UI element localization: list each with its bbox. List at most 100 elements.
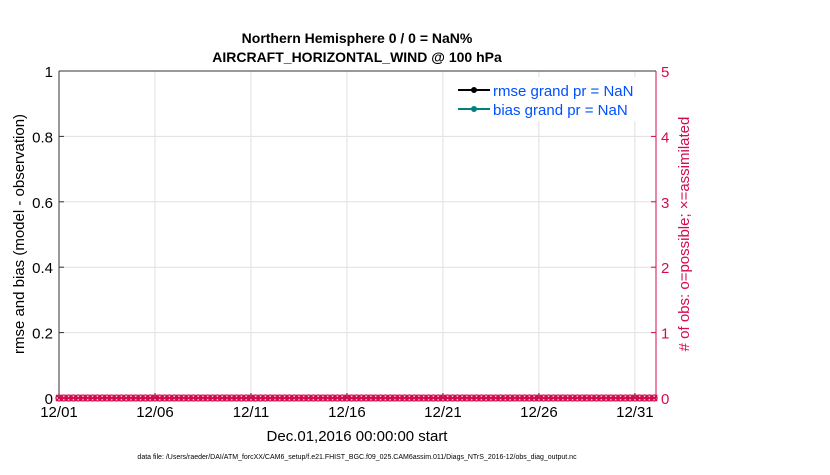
possible-obs-marker xyxy=(223,394,231,402)
possible-obs-marker xyxy=(79,394,87,402)
chart-title-line2: AIRCRAFT_HORIZONTAL_WIND @ 100 hPa xyxy=(212,49,502,65)
x-tick-label: 12/21 xyxy=(424,404,462,421)
possible-obs-marker xyxy=(324,394,332,402)
possible-obs-marker xyxy=(612,394,620,402)
possible-obs-marker xyxy=(242,394,250,402)
x-tick-label: 12/16 xyxy=(328,404,366,421)
possible-obs-marker xyxy=(352,394,361,402)
possible-obs-marker xyxy=(160,394,169,402)
possible-obs-marker xyxy=(458,394,466,402)
possible-obs-marker xyxy=(511,394,519,402)
y-tick-label: 0.4 xyxy=(32,260,53,277)
possible-obs-marker xyxy=(626,394,634,402)
y-tick-label: 0.6 xyxy=(32,195,53,212)
possible-obs-marker xyxy=(621,394,629,402)
possible-obs-marker xyxy=(544,394,553,402)
possible-obs-marker xyxy=(213,394,222,402)
possible-obs-marker xyxy=(357,394,365,402)
possible-obs-marker xyxy=(276,394,284,402)
possible-obs-marker xyxy=(410,394,418,402)
legend-label-rmse: rmse grand pr = NaN xyxy=(493,83,633,100)
possible-obs-marker xyxy=(477,394,485,402)
possible-obs-marker xyxy=(525,394,533,402)
possible-obs-marker xyxy=(501,394,509,402)
possible-obs-marker xyxy=(472,394,481,402)
possible-obs-marker xyxy=(424,394,433,402)
possible-obs-marker xyxy=(156,394,164,402)
possible-obs-marker xyxy=(463,394,471,402)
assimilated-obs-marker xyxy=(650,394,658,402)
possible-obs-marker xyxy=(88,394,97,402)
possible-obs-marker xyxy=(564,394,572,402)
possible-obs-marker xyxy=(607,394,615,402)
possible-obs-marker xyxy=(645,394,653,402)
possible-obs-marker xyxy=(328,394,337,402)
possible-obs-marker xyxy=(348,394,356,402)
x-tick-label: 12/31 xyxy=(616,404,654,421)
possible-obs-marker xyxy=(271,394,279,402)
possible-obs-marker xyxy=(280,394,289,402)
x-tick-label: 12/06 xyxy=(136,404,174,421)
possible-obs-marker xyxy=(429,394,437,402)
possible-obs-marker xyxy=(578,394,586,402)
possible-obs-marker xyxy=(108,394,116,402)
possible-obs-marker xyxy=(559,394,567,402)
y2-tick-label: 5 xyxy=(661,64,669,81)
possible-obs-marker xyxy=(631,394,639,402)
possible-obs-marker xyxy=(487,394,495,402)
possible-obs-marker xyxy=(319,394,327,402)
possible-obs-marker xyxy=(199,394,207,402)
possible-obs-marker xyxy=(228,394,236,402)
y-tick-label: 0 xyxy=(45,391,53,408)
possible-obs-marker xyxy=(146,394,154,402)
possible-obs-marker xyxy=(208,394,217,402)
possible-obs-marker xyxy=(93,394,102,402)
possible-obs-marker xyxy=(434,394,442,402)
possible-obs-marker xyxy=(616,394,625,402)
possible-obs-marker xyxy=(448,394,457,402)
possible-obs-marker xyxy=(420,394,428,402)
possible-obs-marker xyxy=(530,394,538,402)
possible-obs-marker xyxy=(232,394,241,402)
x-tick-label: 12/11 xyxy=(233,404,269,421)
possible-obs-marker xyxy=(482,394,490,402)
x-axis-label: Dec.01,2016 00:00:00 start xyxy=(267,428,449,445)
y2-tick-label: 1 xyxy=(661,326,669,343)
possible-obs-marker xyxy=(247,394,255,402)
possible-obs-marker xyxy=(568,394,577,402)
possible-obs-marker xyxy=(69,394,78,402)
possible-obs-marker xyxy=(535,394,543,402)
possible-obs-marker xyxy=(333,394,341,402)
possible-obs-marker xyxy=(540,394,548,402)
possible-obs-marker xyxy=(60,394,68,402)
possible-obs-marker xyxy=(132,394,140,402)
possible-obs-marker xyxy=(573,394,581,402)
possible-obs-marker xyxy=(592,394,601,402)
possible-obs-marker xyxy=(165,394,174,402)
possible-obs-marker xyxy=(261,394,270,402)
y-axis-label: rmse and bias (model - observation) xyxy=(11,114,28,354)
possible-obs-marker xyxy=(98,394,106,402)
possible-obs-marker xyxy=(136,394,145,402)
possible-obs-marker xyxy=(175,394,183,402)
possible-obs-marker xyxy=(184,394,193,402)
possible-obs-marker xyxy=(376,394,385,402)
y2-tick-label: 3 xyxy=(661,195,669,212)
x-tick-label: 12/26 xyxy=(520,404,558,421)
possible-obs-marker xyxy=(252,394,260,402)
possible-obs-marker xyxy=(415,394,423,402)
possible-obs-marker xyxy=(314,394,322,402)
possible-obs-marker xyxy=(468,394,476,402)
possible-obs-marker xyxy=(343,394,351,402)
possible-obs-marker xyxy=(64,394,73,402)
possible-obs-marker xyxy=(338,394,346,402)
y-tick-label: 0.2 xyxy=(32,326,53,343)
possible-obs-marker xyxy=(295,394,303,402)
possible-obs-marker xyxy=(588,394,596,402)
possible-obs-marker xyxy=(117,394,126,402)
possible-obs-marker xyxy=(103,394,111,402)
possible-obs-marker xyxy=(597,394,605,402)
legend: rmse grand pr = NaN bias grand pr = NaN xyxy=(448,77,644,121)
